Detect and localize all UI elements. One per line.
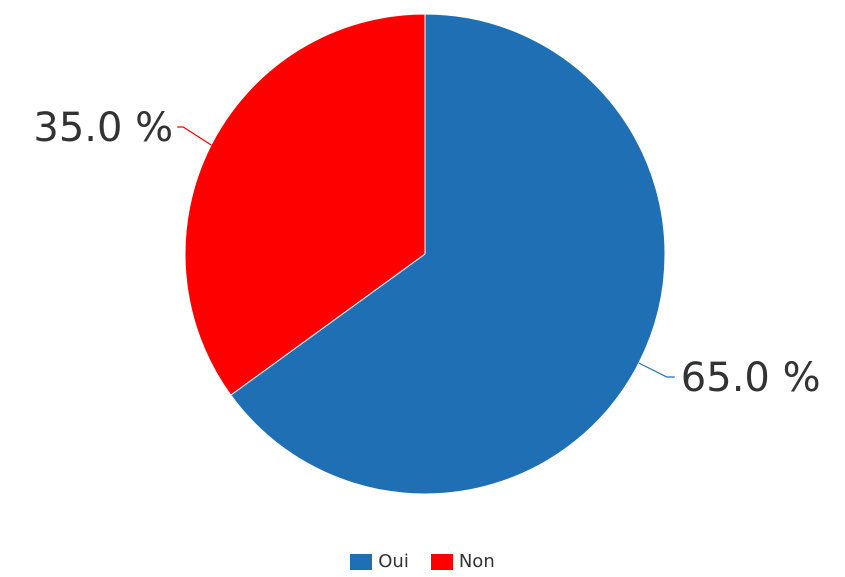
slice-value-label-non: 35.0 % (33, 105, 173, 151)
leader-line-oui (638, 362, 675, 378)
pie-slice-non (184, 13, 426, 396)
legend-label-oui: Oui (378, 551, 409, 572)
legend-item-oui: Oui (350, 551, 409, 572)
legend-swatch-oui (350, 553, 373, 570)
legend-label-non: Non (458, 551, 495, 572)
legend-swatch-non (430, 553, 453, 570)
legend-item-non: Non (430, 551, 495, 572)
slice-value-label-oui: 65.0 % (681, 355, 821, 401)
leader-line-non (177, 126, 212, 146)
chart-legend: Oui Non (0, 551, 845, 572)
